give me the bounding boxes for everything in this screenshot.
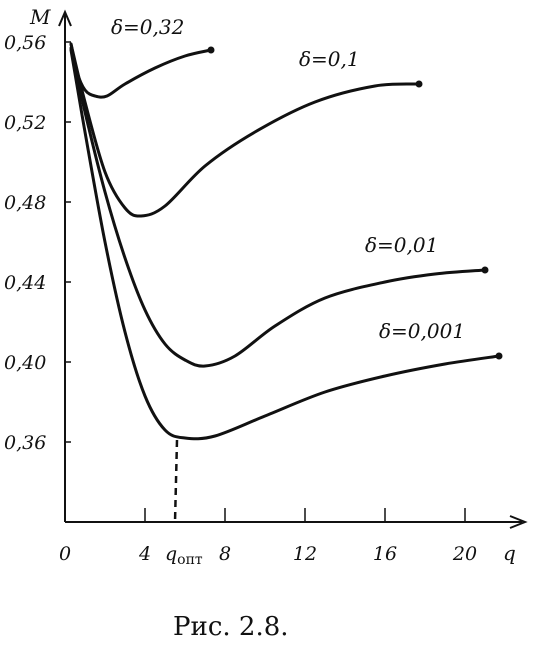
x-tick-label: 16 — [373, 543, 397, 565]
series-line — [69, 42, 421, 218]
x-axis-title: q — [503, 541, 516, 565]
x-tick-label: 8 — [219, 543, 231, 565]
series-line — [69, 42, 213, 99]
y-tick-label: 0,48 — [4, 192, 46, 214]
series-line — [69, 46, 487, 368]
y-axis-arrow — [58, 9, 72, 27]
series-group: δ=0,32 δ=0,1 δ=0,01 δ=0,001 — [69, 15, 503, 441]
series-line — [69, 48, 501, 441]
x-tick-label: 0 — [59, 543, 71, 565]
series-end-point — [495, 352, 503, 360]
y-tick-label: 0,56 — [4, 32, 46, 54]
q-opt-dashed-line — [173, 439, 179, 523]
y-tick-label: 0,44 — [4, 272, 46, 294]
y-tick-label: 0,52 — [4, 112, 46, 134]
q-opt-symbol: q — [165, 543, 177, 565]
series-end-point — [415, 80, 423, 88]
axes: M q — [29, 5, 528, 565]
q-opt-subscript: опт — [177, 552, 203, 568]
series-label: δ=0,1 — [299, 47, 360, 71]
y-tick-label: 0,40 — [4, 352, 46, 374]
ticks: 0,56 0,52 0,48 0,44 0,40 0,36 0 4 8 12 16 20 — [4, 32, 477, 565]
y-tick-label: 0,36 — [4, 432, 46, 454]
series-end-point — [481, 266, 489, 274]
x-tick-label: 20 — [452, 543, 477, 565]
series-label: δ=0,001 — [379, 319, 465, 343]
q-opt-marker: qопт — [165, 439, 203, 568]
x-tick-label: 4 — [138, 543, 151, 565]
figure-caption: Рис. 2.8. — [173, 612, 289, 642]
series-end-point — [207, 46, 215, 54]
x-axis-arrow — [509, 515, 528, 529]
q-opt-label: qопт — [165, 543, 203, 568]
series-label: δ=0,32 — [111, 15, 184, 39]
y-axis-title: M — [29, 5, 51, 29]
series-label: δ=0,01 — [365, 233, 438, 257]
x-tick-label: 12 — [293, 543, 317, 565]
